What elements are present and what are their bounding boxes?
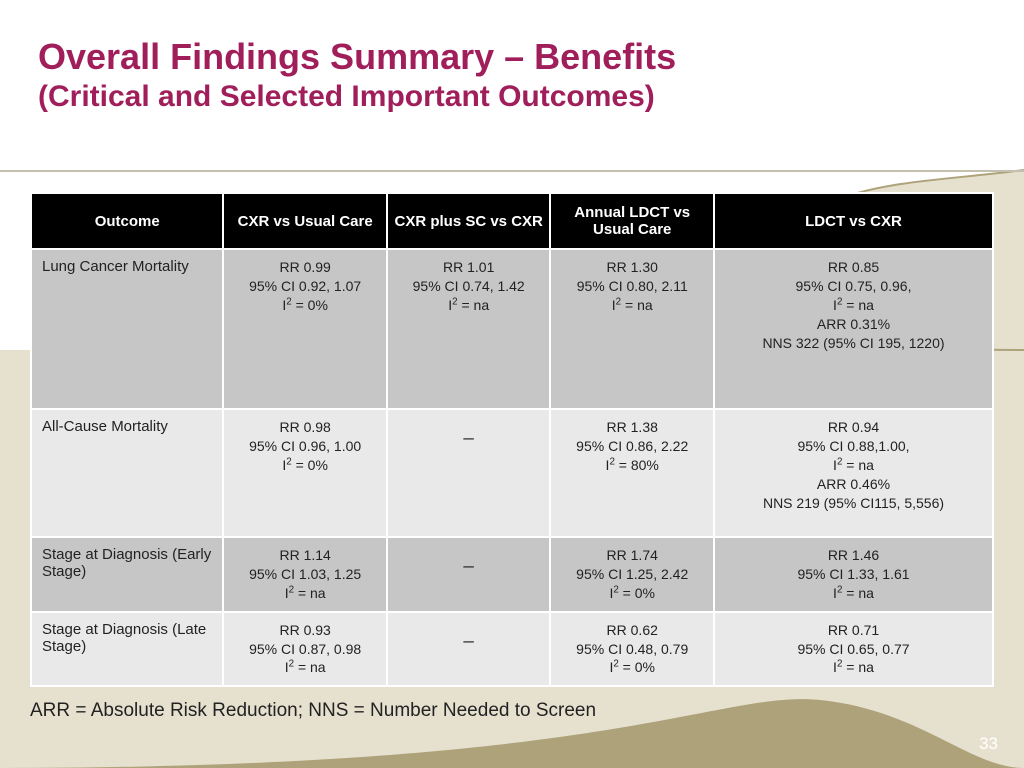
table-row: All-Cause MortalityRR 0.9895% CI 0.96, 1…	[31, 409, 993, 537]
footnote: ARR = Absolute Risk Reduction; NNS = Num…	[30, 700, 596, 722]
slide-title: Overall Findings Summary – Benefits	[38, 36, 676, 77]
table-column-header: LDCT vs CXR	[714, 193, 993, 249]
outcome-cell: Stage at Diagnosis (Late Stage)	[31, 612, 223, 687]
table-row: Lung Cancer MortalityRR 0.9995% CI 0.92,…	[31, 249, 993, 409]
slide-header: Overall Findings Summary – Benefits (Cri…	[38, 36, 676, 115]
slide-root: Overall Findings Summary – Benefits (Cri…	[0, 0, 1024, 768]
findings-table-wrap: OutcomeCXR vs Usual CareCXR plus SC vs C…	[30, 192, 994, 687]
data-cell: RR 0.6295% CI 0.48, 0.79I2 = 0%	[550, 612, 714, 687]
data-cell: RR 1.0195% CI 0.74, 1.42I2 = na	[387, 249, 551, 409]
table-column-header: Annual LDCT vs Usual Care	[550, 193, 714, 249]
data-cell: RR 1.3895% CI 0.86, 2.22I2 = 80%	[550, 409, 714, 537]
data-cell: RR 0.9995% CI 0.92, 1.07I2 = 0%	[223, 249, 387, 409]
table-row: Stage at Diagnosis (Early Stage)RR 1.149…	[31, 537, 993, 612]
data-cell: RR 1.4695% CI 1.33, 1.61I2 = na	[714, 537, 993, 612]
outcome-cell: Lung Cancer Mortality	[31, 249, 223, 409]
data-cell: RR 0.9495% CI 0.88,1.00,I2 = naARR 0.46%…	[714, 409, 993, 537]
table-column-header: CXR plus SC vs CXR	[387, 193, 551, 249]
table-body: Lung Cancer MortalityRR 0.9995% CI 0.92,…	[31, 249, 993, 686]
findings-table: OutcomeCXR vs Usual CareCXR plus SC vs C…	[30, 192, 994, 687]
data-cell: RR 1.7495% CI 1.25, 2.42I2 = 0%	[550, 537, 714, 612]
table-row: Stage at Diagnosis (Late Stage)RR 0.9395…	[31, 612, 993, 687]
table-header-row: OutcomeCXR vs Usual CareCXR plus SC vs C…	[31, 193, 993, 249]
data-cell: RR 0.9895% CI 0.96, 1.00I2 = 0%	[223, 409, 387, 537]
outcome-cell: All-Cause Mortality	[31, 409, 223, 537]
data-cell: RR 0.9395% CI 0.87, 0.98I2 = na	[223, 612, 387, 687]
data-cell: RR 1.3095% CI 0.80, 2.11I2 = na	[550, 249, 714, 409]
data-cell: RR 1.1495% CI 1.03, 1.25I2 = na	[223, 537, 387, 612]
data-cell: RR 0.8595% CI 0.75, 0.96,I2 = naARR 0.31…	[714, 249, 993, 409]
data-cell: _	[387, 537, 551, 612]
header-divider	[0, 170, 1024, 172]
data-cell: _	[387, 612, 551, 687]
table-column-header: CXR vs Usual Care	[223, 193, 387, 249]
outcome-cell: Stage at Diagnosis (Early Stage)	[31, 537, 223, 612]
table-column-header: Outcome	[31, 193, 223, 249]
data-cell: RR 0.7195% CI 0.65, 0.77I2 = na	[714, 612, 993, 687]
data-cell: _	[387, 409, 551, 537]
slide-subtitle: (Critical and Selected Important Outcome…	[38, 79, 676, 115]
page-number: 33	[979, 734, 998, 754]
